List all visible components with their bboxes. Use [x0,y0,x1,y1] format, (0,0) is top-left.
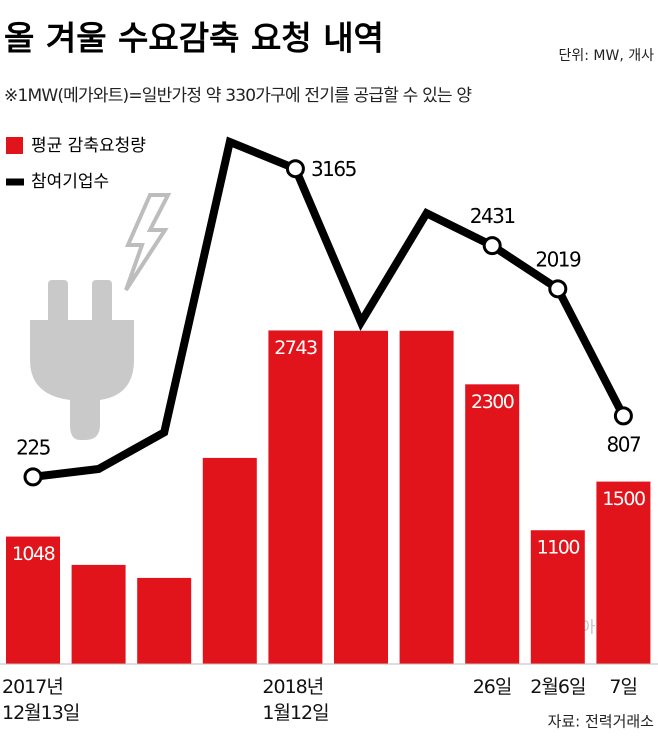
line [32,136,627,481]
bar [137,577,192,664]
x-tick-label: 2월6일 [530,676,586,698]
bar [6,536,60,664]
legend-label: 평균 감축요청량 [31,136,146,156]
bar [465,384,520,664]
x-tick-label: 26일 [472,676,513,698]
unit: 단위: MW, 개사 [558,48,654,64]
bar [399,330,454,664]
source: 자료: 전력거래소 [548,713,655,731]
line-point [613,406,633,426]
bar [71,564,126,664]
x-tick-label: 7일 [609,676,638,698]
line-value-label: 225 [16,435,50,459]
line-point [23,467,43,487]
line-value-label: 2019 [535,247,581,271]
legend-swatch [6,137,23,154]
bar [268,330,323,664]
x-tick-label: 2018년 1월12일 [262,676,329,724]
bar-value-label: 1100 [537,537,580,559]
line-value-label: 2431 [470,204,515,228]
bar-value-label: 1500 [602,488,645,510]
legend-label: 참여기업수 [31,172,109,192]
bar [334,330,388,664]
line-value-label: 3165 [311,157,356,181]
line-value-label: 807 [607,432,641,456]
bar [202,457,257,664]
bar-value-label: 2743 [274,337,317,359]
plug-icon [30,193,172,440]
bar [530,530,585,664]
x-tick-label: 2017년 12월13일 [2,676,80,724]
line-point [285,159,305,179]
line-point [548,279,568,299]
bar-value-label: 1048 [12,543,55,565]
chart-title: 올 겨울 수요감축 요청 내역 [4,19,384,58]
note: ※1MW(메가와트)=일반가정 약 330가구에 전기를 공급할 수 있는 양 [4,86,471,106]
bar-value-label: 2300 [471,391,514,413]
line-point [482,236,502,256]
bar [596,481,651,664]
